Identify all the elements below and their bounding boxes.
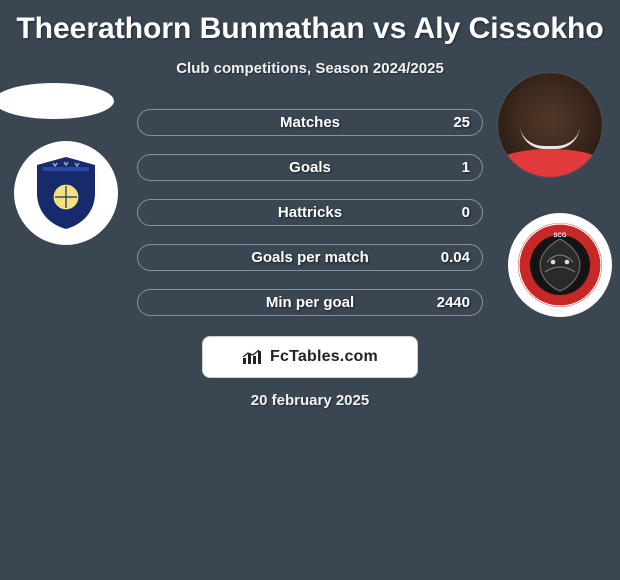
club-left-badge — [14, 141, 118, 245]
stat-value-right: 1 — [462, 159, 470, 176]
fctables-attribution[interactable]: FcTables.com — [202, 336, 418, 378]
stat-value-right: 0.04 — [441, 249, 470, 266]
page-subtitle: Club competitions, Season 2024/2025 — [0, 60, 620, 77]
bar-chart-icon — [242, 349, 264, 365]
player-left-photo — [0, 83, 114, 119]
stat-label: Goals per match — [251, 249, 369, 266]
stat-bar: Min per goal 2440 — [137, 289, 483, 316]
comparison-panel: SCG Matches 25 Goals 1 Hattricks 0 Goals… — [0, 77, 620, 409]
fctables-label: FcTables.com — [270, 348, 378, 366]
stat-label: Goals — [289, 159, 331, 176]
stat-value-right: 2440 — [437, 294, 470, 311]
club-right-badge: SCG — [508, 213, 612, 317]
svg-text:SCG: SCG — [553, 233, 566, 239]
stat-label: Hattricks — [278, 204, 342, 221]
stat-bar: Goals per match 0.04 — [137, 244, 483, 271]
snapshot-date: 20 february 2025 — [0, 392, 620, 409]
stat-label: Matches — [280, 114, 340, 131]
stat-bar: Goals 1 — [137, 154, 483, 181]
muangthong-united-crest-icon: SCG — [517, 222, 603, 308]
buriram-united-crest-icon — [33, 155, 99, 231]
stat-value-right: 25 — [453, 114, 470, 131]
jersey-shape — [498, 149, 602, 177]
stat-value-right: 0 — [462, 204, 470, 221]
stat-bars: Matches 25 Goals 1 Hattricks 0 Goals per… — [137, 109, 483, 316]
player-right-photo — [498, 73, 602, 177]
page-title: Theerathorn Bunmathan vs Aly Cissokho — [0, 0, 620, 46]
stat-bar: Matches 25 — [137, 109, 483, 136]
stat-label: Min per goal — [266, 294, 354, 311]
stat-bar: Hattricks 0 — [137, 199, 483, 226]
